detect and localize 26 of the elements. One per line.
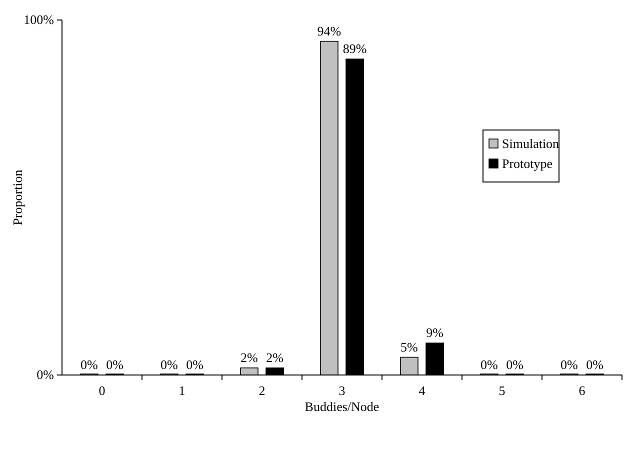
data-label: 9% — [426, 325, 444, 340]
y-axis-title: Proportion — [10, 169, 25, 226]
x-tick-label: 2 — [258, 383, 266, 398]
x-tick-label: 4 — [418, 383, 426, 398]
data-label: 89% — [342, 41, 367, 56]
data-label: 0% — [160, 357, 178, 372]
data-label: 0% — [106, 357, 124, 372]
legend-label: Prototype — [502, 156, 553, 171]
data-label: 0% — [586, 357, 604, 372]
x-tick-label: 3 — [338, 383, 346, 398]
x-tick-label: 0 — [98, 383, 106, 398]
x-axis-title: Buddies/Node — [304, 399, 380, 414]
data-label: 94% — [317, 23, 342, 38]
x-tick-label: 6 — [578, 383, 586, 398]
data-label: 0% — [480, 357, 498, 372]
data-label: 0% — [506, 357, 524, 372]
legend-label: Simulation — [502, 136, 560, 151]
data-label: 0% — [560, 357, 578, 372]
y-tick-label: 100% — [24, 12, 54, 27]
data-label: 2% — [240, 350, 258, 365]
data-label: 0% — [80, 357, 98, 372]
data-label: 2% — [266, 350, 284, 365]
x-tick-label: 1 — [178, 383, 186, 398]
data-label: 0% — [186, 357, 204, 372]
x-tick-label: 5 — [498, 383, 506, 398]
data-label: 5% — [400, 339, 418, 354]
